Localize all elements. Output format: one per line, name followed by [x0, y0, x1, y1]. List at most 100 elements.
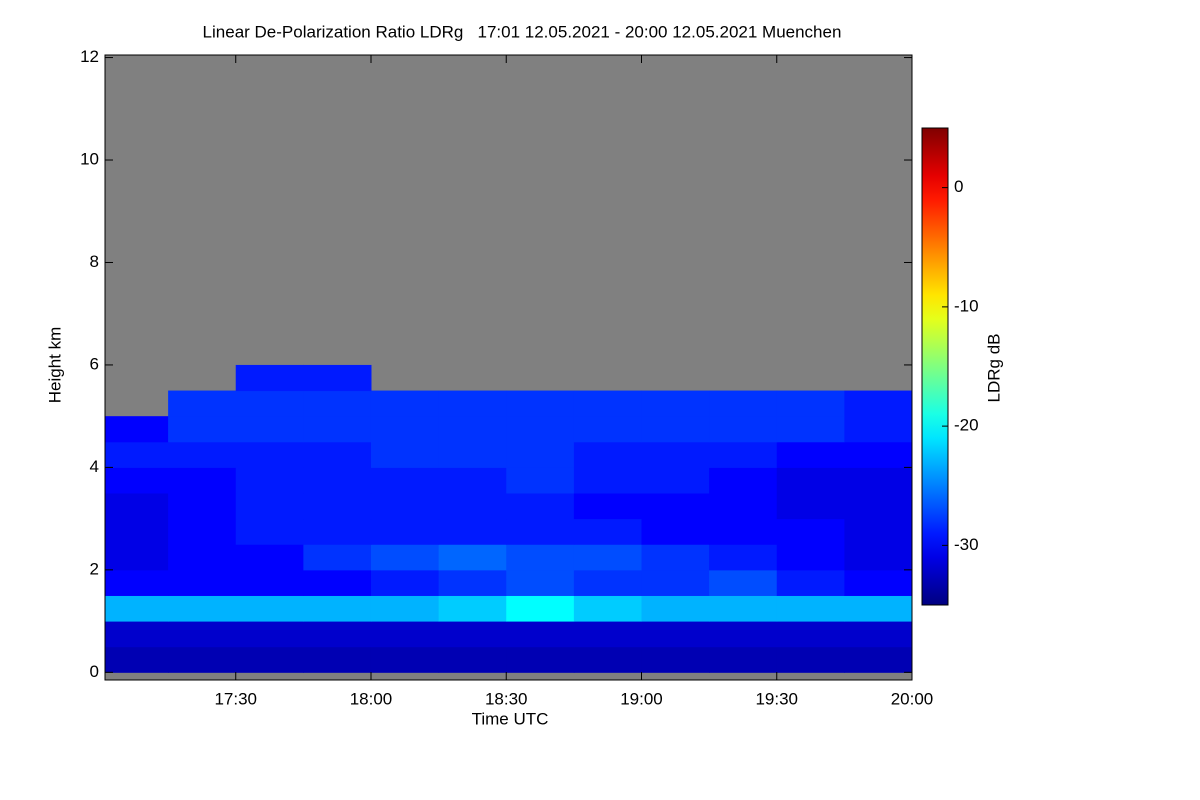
- heatmap-cell: [573, 467, 642, 494]
- heatmap-cell: [506, 646, 575, 673]
- heatmap-cell: [438, 467, 507, 494]
- heatmap-cell: [105, 467, 169, 494]
- heatmap-cell: [438, 621, 507, 648]
- y-tick-label: 6: [90, 354, 99, 373]
- heatmap-cell: [709, 544, 778, 571]
- heatmap-cell: [776, 467, 845, 494]
- heatmap-cell: [641, 646, 710, 673]
- heatmap-cell: [438, 441, 507, 468]
- heatmap-cell: [168, 569, 237, 596]
- heatmap-cell: [506, 621, 575, 648]
- colorbar-label: LDRg dB: [984, 334, 1003, 403]
- heatmap-cell: [105, 646, 169, 673]
- heatmap-cell: [776, 569, 845, 596]
- heatmap-cell: [168, 621, 237, 648]
- heatmap-cell: [709, 493, 778, 520]
- colorbar-tick-label: -30: [954, 535, 979, 554]
- heatmap-cell: [168, 390, 237, 417]
- heatmap-cell: [641, 544, 710, 571]
- heatmap-cell: [641, 467, 710, 494]
- heatmap-cell: [506, 569, 575, 596]
- heatmap-cell: [573, 518, 642, 545]
- heatmap-cell: [709, 595, 778, 622]
- heatmap-cell: [235, 646, 304, 673]
- heatmap-cell: [235, 518, 304, 545]
- heatmap-cell: [168, 467, 237, 494]
- heatmap-cell: [776, 544, 845, 571]
- heatmap-cell: [105, 518, 169, 545]
- heatmap-cell: [844, 621, 913, 648]
- heatmap-cell: [235, 416, 304, 443]
- plot-frame: [104, 54, 913, 681]
- heatmap-cell: [168, 416, 237, 443]
- heatmap-cell: [235, 595, 304, 622]
- heatmap-cell: [844, 493, 913, 520]
- heatmap-cell: [506, 390, 575, 417]
- heatmap-cell: [370, 518, 440, 545]
- heatmap-cell: [438, 544, 507, 571]
- heatmap-cell: [370, 544, 440, 571]
- y-tick-label: 8: [90, 252, 99, 271]
- heatmap-cell: [168, 493, 237, 520]
- heatmap-cell: [641, 569, 710, 596]
- heatmap-cell: [573, 621, 642, 648]
- heatmap-cell: [303, 646, 372, 673]
- heatmap-cell: [844, 544, 913, 571]
- heatmap-cell: [168, 441, 237, 468]
- heatmap-cell: [573, 595, 642, 622]
- colorbar-tick-label: -20: [954, 416, 979, 435]
- x-tick-label: 17:30: [214, 689, 257, 708]
- heatmap-cell: [506, 441, 575, 468]
- heatmap-cell: [303, 467, 372, 494]
- heatmap-cell: [776, 390, 845, 417]
- heatmap-cell: [303, 518, 372, 545]
- y-tick-label: 4: [90, 457, 99, 476]
- heatmap-cell: [573, 493, 642, 520]
- heatmap-cell: [370, 390, 440, 417]
- heatmap-cell: [303, 569, 372, 596]
- heatmap-cell: [303, 493, 372, 520]
- heatmap-cell: [370, 646, 440, 673]
- y-axis-label: Height km: [45, 327, 64, 404]
- colorbar-tick-label: 0: [954, 177, 963, 196]
- heatmap-cell: [105, 544, 169, 571]
- heatmap-cell: [235, 467, 304, 494]
- heatmap-cell: [235, 544, 304, 571]
- heatmap-cell: [776, 518, 845, 545]
- x-tick-label: 18:00: [350, 689, 393, 708]
- heatmap-cell: [105, 569, 169, 596]
- heatmap-cell: [370, 441, 440, 468]
- heatmap-cell: [438, 416, 507, 443]
- heatmap-cell: [370, 416, 440, 443]
- heatmap-cell: [709, 569, 778, 596]
- y-tick-label: 10: [80, 150, 99, 169]
- x-tick-label: 18:30: [485, 689, 528, 708]
- heatmap-cell: [506, 544, 575, 571]
- heatmap-cell: [105, 441, 169, 468]
- heatmap-cell: [168, 544, 237, 571]
- x-tick-label: 20:00: [891, 689, 934, 708]
- heatmap-cell: [105, 621, 169, 648]
- colorbar-tick-label: -10: [954, 296, 979, 315]
- heatmap-cell: [573, 544, 642, 571]
- y-tick-label: 2: [90, 559, 99, 578]
- heatmap-cell: [438, 518, 507, 545]
- heatmap-cell: [776, 441, 845, 468]
- heatmap-cell: [844, 441, 913, 468]
- heatmap-cell: [235, 390, 304, 417]
- chart-title: Linear De-Polarization Ratio LDRg 17:01 …: [203, 22, 842, 41]
- heatmap-cell: [776, 621, 845, 648]
- heatmap-cell: [844, 569, 913, 596]
- heatmap-cell: [303, 416, 372, 443]
- heatmap-cell: [303, 390, 372, 417]
- heatmap-cell: [235, 569, 304, 596]
- heatmap-cell: [709, 621, 778, 648]
- heatmap-cell: [776, 416, 845, 443]
- heatmap-cell: [105, 493, 169, 520]
- heatmap-cell: [776, 493, 845, 520]
- heatmap-cell: [370, 467, 440, 494]
- y-tick-label: 12: [80, 47, 99, 66]
- heatmap-cell: [438, 569, 507, 596]
- heatmap-cell: [303, 621, 372, 648]
